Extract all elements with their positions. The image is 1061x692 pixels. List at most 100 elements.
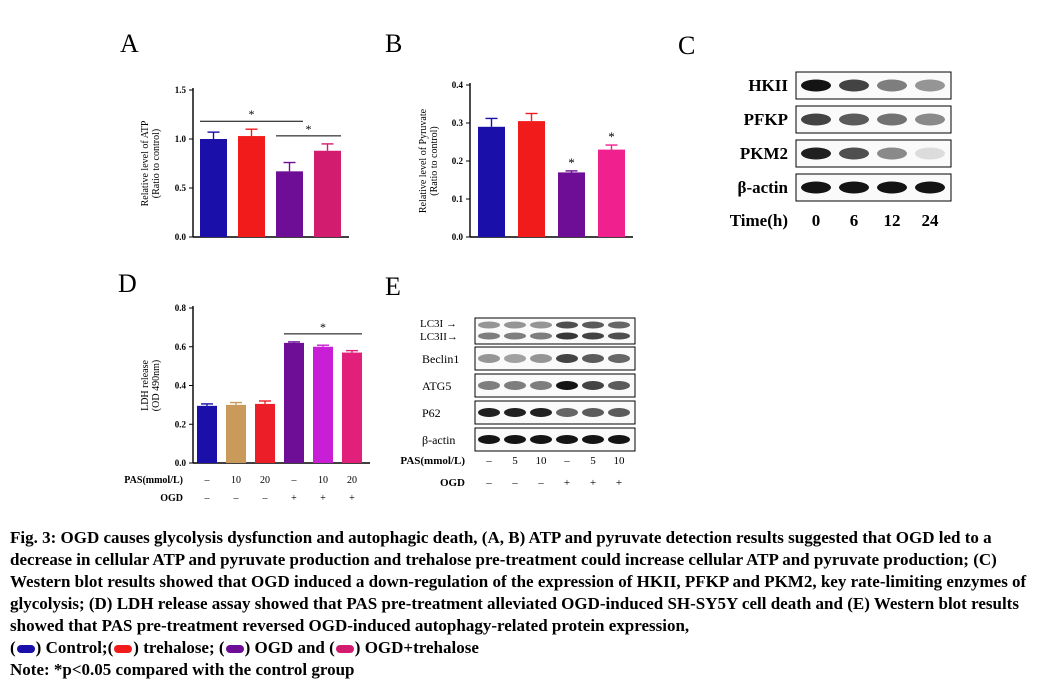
row-label: PAS(mmol/L) bbox=[124, 475, 183, 486]
blot-band bbox=[877, 147, 907, 160]
blot-band bbox=[877, 113, 907, 126]
y-tick-label: 0.0 bbox=[452, 232, 464, 242]
row-value: – bbox=[204, 493, 211, 504]
blot-band bbox=[478, 408, 500, 417]
row-value: + bbox=[320, 493, 326, 504]
row-value: + bbox=[564, 477, 570, 489]
blot-frame bbox=[474, 317, 636, 345]
blot-row-label: HKII bbox=[748, 76, 788, 95]
panel-letter-e: E bbox=[385, 272, 401, 301]
blot-band bbox=[801, 113, 831, 126]
bar bbox=[197, 405, 217, 463]
blot-band bbox=[530, 381, 552, 390]
blot-row-label: β-actin bbox=[422, 433, 455, 447]
time-label: 24 bbox=[922, 211, 940, 230]
panel-letter-c: C bbox=[678, 31, 695, 60]
y-tick-label: 0.1 bbox=[452, 194, 464, 204]
bar bbox=[598, 149, 625, 237]
blot-band bbox=[839, 181, 869, 194]
significance-star: * bbox=[320, 320, 326, 334]
row-value: – bbox=[537, 477, 544, 489]
row-label: OGD bbox=[160, 493, 183, 504]
y-axis-label: LDH release bbox=[140, 360, 151, 411]
row-value: – bbox=[204, 475, 211, 486]
y-tick-label: 0.6 bbox=[175, 342, 187, 352]
blot-band bbox=[839, 113, 869, 126]
row-value: + bbox=[349, 493, 355, 504]
blot-band bbox=[877, 181, 907, 194]
blot-band bbox=[915, 79, 945, 92]
blot-band bbox=[530, 435, 552, 444]
row-label: OGD bbox=[440, 477, 465, 489]
caption-main-text: Fig. 3: OGD causes glycolysis dysfunctio… bbox=[10, 528, 1027, 635]
legend-label-ogd: ) OGD and bbox=[244, 638, 330, 657]
legend-label-ogd-trehalose: ) OGD+trehalose bbox=[354, 638, 479, 657]
row-value: – bbox=[485, 477, 492, 489]
legend-swatch-trehalose bbox=[114, 645, 133, 654]
blot-band bbox=[556, 332, 578, 340]
blot-frame bbox=[474, 427, 636, 452]
row-value: 10 bbox=[318, 475, 328, 486]
panel-letter-a: A bbox=[120, 30, 139, 58]
blot-frame bbox=[474, 373, 636, 398]
row-value: – bbox=[291, 475, 298, 486]
blot-band bbox=[608, 321, 630, 329]
bar bbox=[276, 171, 303, 237]
time-label: 12 bbox=[884, 211, 901, 230]
row-value: 10 bbox=[231, 475, 241, 486]
blot-row-label: β-actin bbox=[737, 178, 788, 197]
time-label: 0 bbox=[812, 211, 821, 230]
blot-band bbox=[530, 408, 552, 417]
blot-row-label: PFKP bbox=[744, 110, 788, 129]
chart-d: D 0.0 0.2 0.4 0.6 0.8 LDH release (OD 490nm) * PA… bbox=[118, 270, 370, 504]
row-value: – bbox=[563, 455, 570, 467]
significance-star: * bbox=[608, 129, 615, 144]
panel-letter-d: D bbox=[118, 270, 137, 298]
bar bbox=[314, 150, 341, 237]
legend-swatch-ogd bbox=[225, 645, 244, 654]
blot-band bbox=[801, 181, 831, 194]
y-tick-label: 0.8 bbox=[175, 303, 187, 313]
blot-band bbox=[478, 332, 500, 340]
row-label: PAS(mmol/L) bbox=[400, 455, 465, 467]
legend-swatch-control bbox=[16, 645, 35, 654]
blot-band bbox=[608, 435, 630, 444]
blot-row-label: LC3II→ bbox=[420, 331, 458, 343]
blot-row-label: Beclin1 bbox=[422, 352, 459, 366]
blot-band bbox=[478, 435, 500, 444]
blot-band bbox=[801, 147, 831, 160]
bar bbox=[255, 403, 275, 463]
bar bbox=[284, 342, 304, 463]
y-axis-label: (Ratio to control) bbox=[151, 129, 162, 198]
chart-a: A 0.0 0.5 1.0 1.5 Relative level of ATP (Ratio… bbox=[120, 30, 349, 242]
row-value: + bbox=[616, 477, 622, 489]
row-value: + bbox=[590, 477, 596, 489]
y-tick-label: 0.4 bbox=[175, 381, 187, 391]
blot-band bbox=[839, 147, 869, 160]
row-value: – bbox=[511, 477, 518, 489]
row-value: 5 bbox=[512, 455, 518, 467]
blot-row-label: PKM2 bbox=[740, 144, 788, 163]
y-tick-label: 0.0 bbox=[175, 232, 187, 242]
y-axis-label: (Ratio to control) bbox=[429, 126, 440, 195]
bar bbox=[478, 126, 505, 237]
blot-band bbox=[839, 79, 869, 92]
bar bbox=[313, 346, 333, 463]
blot-band bbox=[504, 332, 526, 340]
blot-band bbox=[530, 332, 552, 340]
significance-star: * bbox=[568, 155, 575, 170]
blot-band bbox=[608, 354, 630, 363]
blot-band bbox=[608, 332, 630, 340]
blot-band bbox=[915, 113, 945, 126]
blot-band bbox=[530, 354, 552, 363]
significance-star: * bbox=[306, 122, 312, 136]
blot-band bbox=[504, 354, 526, 363]
time-label: 6 bbox=[850, 211, 859, 230]
blot-band bbox=[556, 435, 578, 444]
blot-band bbox=[504, 321, 526, 329]
blot-band bbox=[556, 354, 578, 363]
bar bbox=[200, 139, 227, 237]
blot-band bbox=[582, 332, 604, 340]
blot-band bbox=[582, 435, 604, 444]
y-axis-label: Relative level of ATP bbox=[140, 120, 151, 206]
